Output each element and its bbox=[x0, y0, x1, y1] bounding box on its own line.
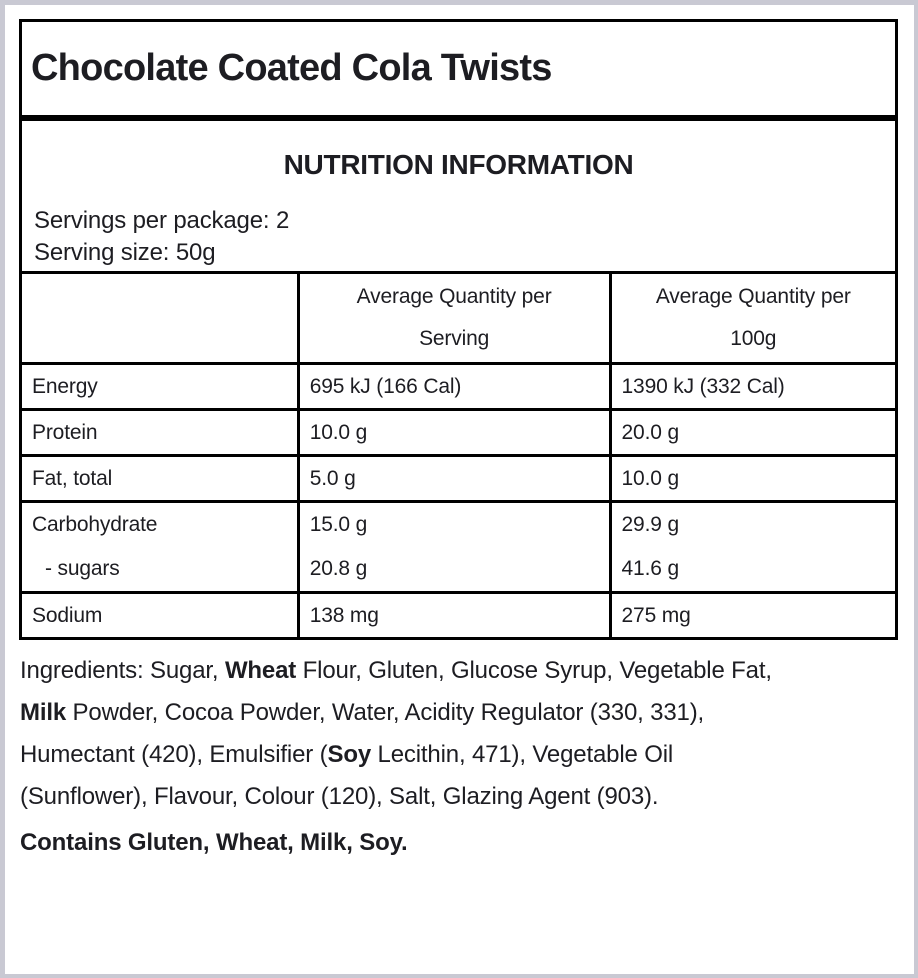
panel-intro-cell: NUTRITION INFORMATION Servings per packa… bbox=[19, 118, 898, 274]
panel-title: NUTRITION INFORMATION bbox=[283, 149, 634, 180]
servings-per-package: Servings per package: 2 bbox=[34, 207, 290, 234]
column-header-nutrient bbox=[19, 271, 300, 365]
column-header-per-100g: Average Quantity per 100g bbox=[608, 271, 899, 365]
sugars-per-serving: 20.8 g bbox=[309, 557, 368, 580]
nutrient-name: Protein bbox=[19, 408, 300, 457]
nutrient-name-sugars: - sugars bbox=[45, 557, 120, 580]
per-100g-value: 1390 kJ (332 Cal) bbox=[608, 362, 899, 411]
table-row-protein: Protein 10.0 g 20.0 g bbox=[19, 408, 899, 457]
label-card: Chocolate Coated Cola Twists NUTRITION I… bbox=[5, 5, 914, 864]
table-row-fat-total: Fat, total 5.0 g 10.0 g bbox=[19, 454, 899, 503]
per-100g-value: 275 mg bbox=[608, 591, 899, 640]
sugars-per-100g: 41.6 g bbox=[621, 557, 680, 580]
table-row-sodium: Sodium 138 mg 275 mg bbox=[19, 591, 899, 640]
table-row-carbohydrate-sugars: Carbohydrate - sugars 15.0 g 20.8 g 29.9… bbox=[19, 500, 899, 594]
per-serving-value: 695 kJ (166 Cal) bbox=[296, 362, 612, 411]
column-header-per-serving: Average Quantity per Serving bbox=[296, 271, 612, 365]
carbohydrate-per-100g: 29.9 g bbox=[621, 513, 680, 536]
serving-size: Serving size: 50g bbox=[34, 239, 216, 266]
nutrient-name: Fat, total bbox=[19, 454, 300, 503]
per-100g-value: 29.9 g 41.6 g bbox=[608, 500, 899, 594]
per-serving-value: 10.0 g bbox=[296, 408, 612, 457]
table-row-energy: Energy 695 kJ (166 Cal) 1390 kJ (332 Cal… bbox=[19, 362, 899, 411]
nutrient-name: Energy bbox=[19, 362, 300, 411]
nutrition-information-panel: NUTRITION INFORMATION Servings per packa… bbox=[19, 118, 899, 640]
per-100g-value: 20.0 g bbox=[608, 408, 899, 457]
product-title: Chocolate Coated Cola Twists bbox=[31, 47, 552, 89]
nutrient-name: Carbohydrate - sugars bbox=[19, 500, 300, 594]
nutrient-name: Sodium bbox=[19, 591, 300, 640]
per-serving-value: 138 mg bbox=[296, 591, 612, 640]
per-serving-value: 15.0 g 20.8 g bbox=[296, 500, 612, 594]
per-100g-value: 10.0 g bbox=[608, 454, 899, 503]
table-header-row: Average Quantity per Serving Average Qua… bbox=[19, 271, 899, 365]
carbohydrate-per-serving: 15.0 g bbox=[309, 513, 368, 536]
contains-statement: Contains Gluten, Wheat, Milk, Soy. bbox=[20, 829, 408, 856]
product-title-box: Chocolate Coated Cola Twists bbox=[19, 19, 898, 118]
panel-intro-row: NUTRITION INFORMATION Servings per packa… bbox=[19, 118, 898, 274]
nutrient-name-carbohydrate: Carbohydrate bbox=[32, 513, 158, 536]
ingredients-paragraph: Ingredients: Sugar, Wheat Flour, Gluten,… bbox=[20, 657, 772, 810]
per-serving-value: 5.0 g bbox=[296, 454, 612, 503]
